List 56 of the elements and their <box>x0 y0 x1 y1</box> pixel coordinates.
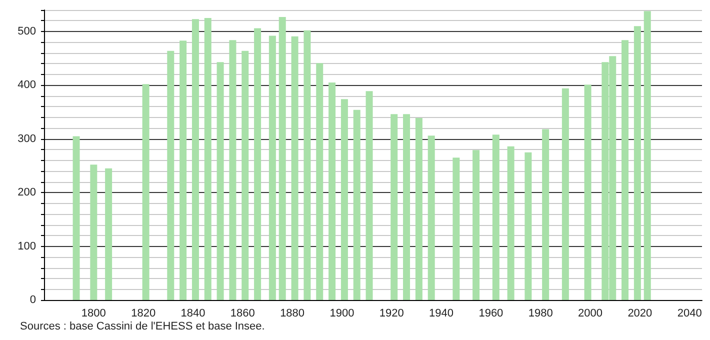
y-tick-label: 500 <box>18 25 36 38</box>
bar <box>242 50 249 300</box>
bar <box>562 88 569 300</box>
bar <box>542 129 550 300</box>
y-tick-label: 0 <box>30 294 36 306</box>
bar <box>304 30 311 300</box>
x-tick-label: 1900 <box>330 308 354 320</box>
bar <box>428 136 435 300</box>
bar <box>366 91 373 300</box>
x-tick-label: 1820 <box>131 308 156 320</box>
y-tick-label: 300 <box>18 132 36 145</box>
bar <box>507 146 514 300</box>
bar <box>229 40 236 300</box>
bar <box>105 168 112 300</box>
bar <box>622 40 629 300</box>
x-tick-label: 1960 <box>478 308 504 320</box>
y-tick-label: 200 <box>18 186 36 199</box>
y-tick-label: 400 <box>18 79 36 92</box>
bar <box>644 11 651 300</box>
bar <box>180 40 187 300</box>
bar <box>90 164 98 300</box>
x-tick-label: 1840 <box>180 308 206 320</box>
bar <box>353 110 360 300</box>
bar <box>254 28 262 300</box>
bar <box>142 84 150 300</box>
x-tick-label: 2040 <box>677 308 702 320</box>
bar <box>204 18 212 300</box>
x-tick-label: 1880 <box>280 308 305 320</box>
x-tick-label: 2000 <box>578 308 603 320</box>
bar <box>634 26 641 300</box>
bar <box>524 152 532 300</box>
bar <box>216 62 224 300</box>
bar <box>403 114 410 300</box>
bar <box>452 158 460 300</box>
bar <box>72 136 80 300</box>
x-tick-label: 1920 <box>379 308 404 320</box>
bar <box>492 134 500 300</box>
bar <box>390 114 398 300</box>
bar <box>192 19 199 300</box>
bar <box>278 16 286 300</box>
x-tick-label: 1860 <box>230 308 255 320</box>
bar <box>584 84 592 300</box>
bar <box>167 50 174 300</box>
bar <box>268 36 276 300</box>
bar <box>415 118 422 300</box>
bar <box>472 150 480 300</box>
bar <box>328 82 336 300</box>
x-tick-label: 1980 <box>528 308 553 320</box>
y-tick-label: 100 <box>18 240 36 252</box>
source-note: Sources : base Cassini de l'EHESS et base Insee. <box>20 320 265 332</box>
bar <box>316 63 324 300</box>
bar <box>340 99 348 300</box>
x-tick-label: 1800 <box>81 308 106 320</box>
x-tick-label: 2020 <box>628 308 652 320</box>
x-tick-label: 1940 <box>429 308 454 320</box>
bar <box>291 36 298 300</box>
